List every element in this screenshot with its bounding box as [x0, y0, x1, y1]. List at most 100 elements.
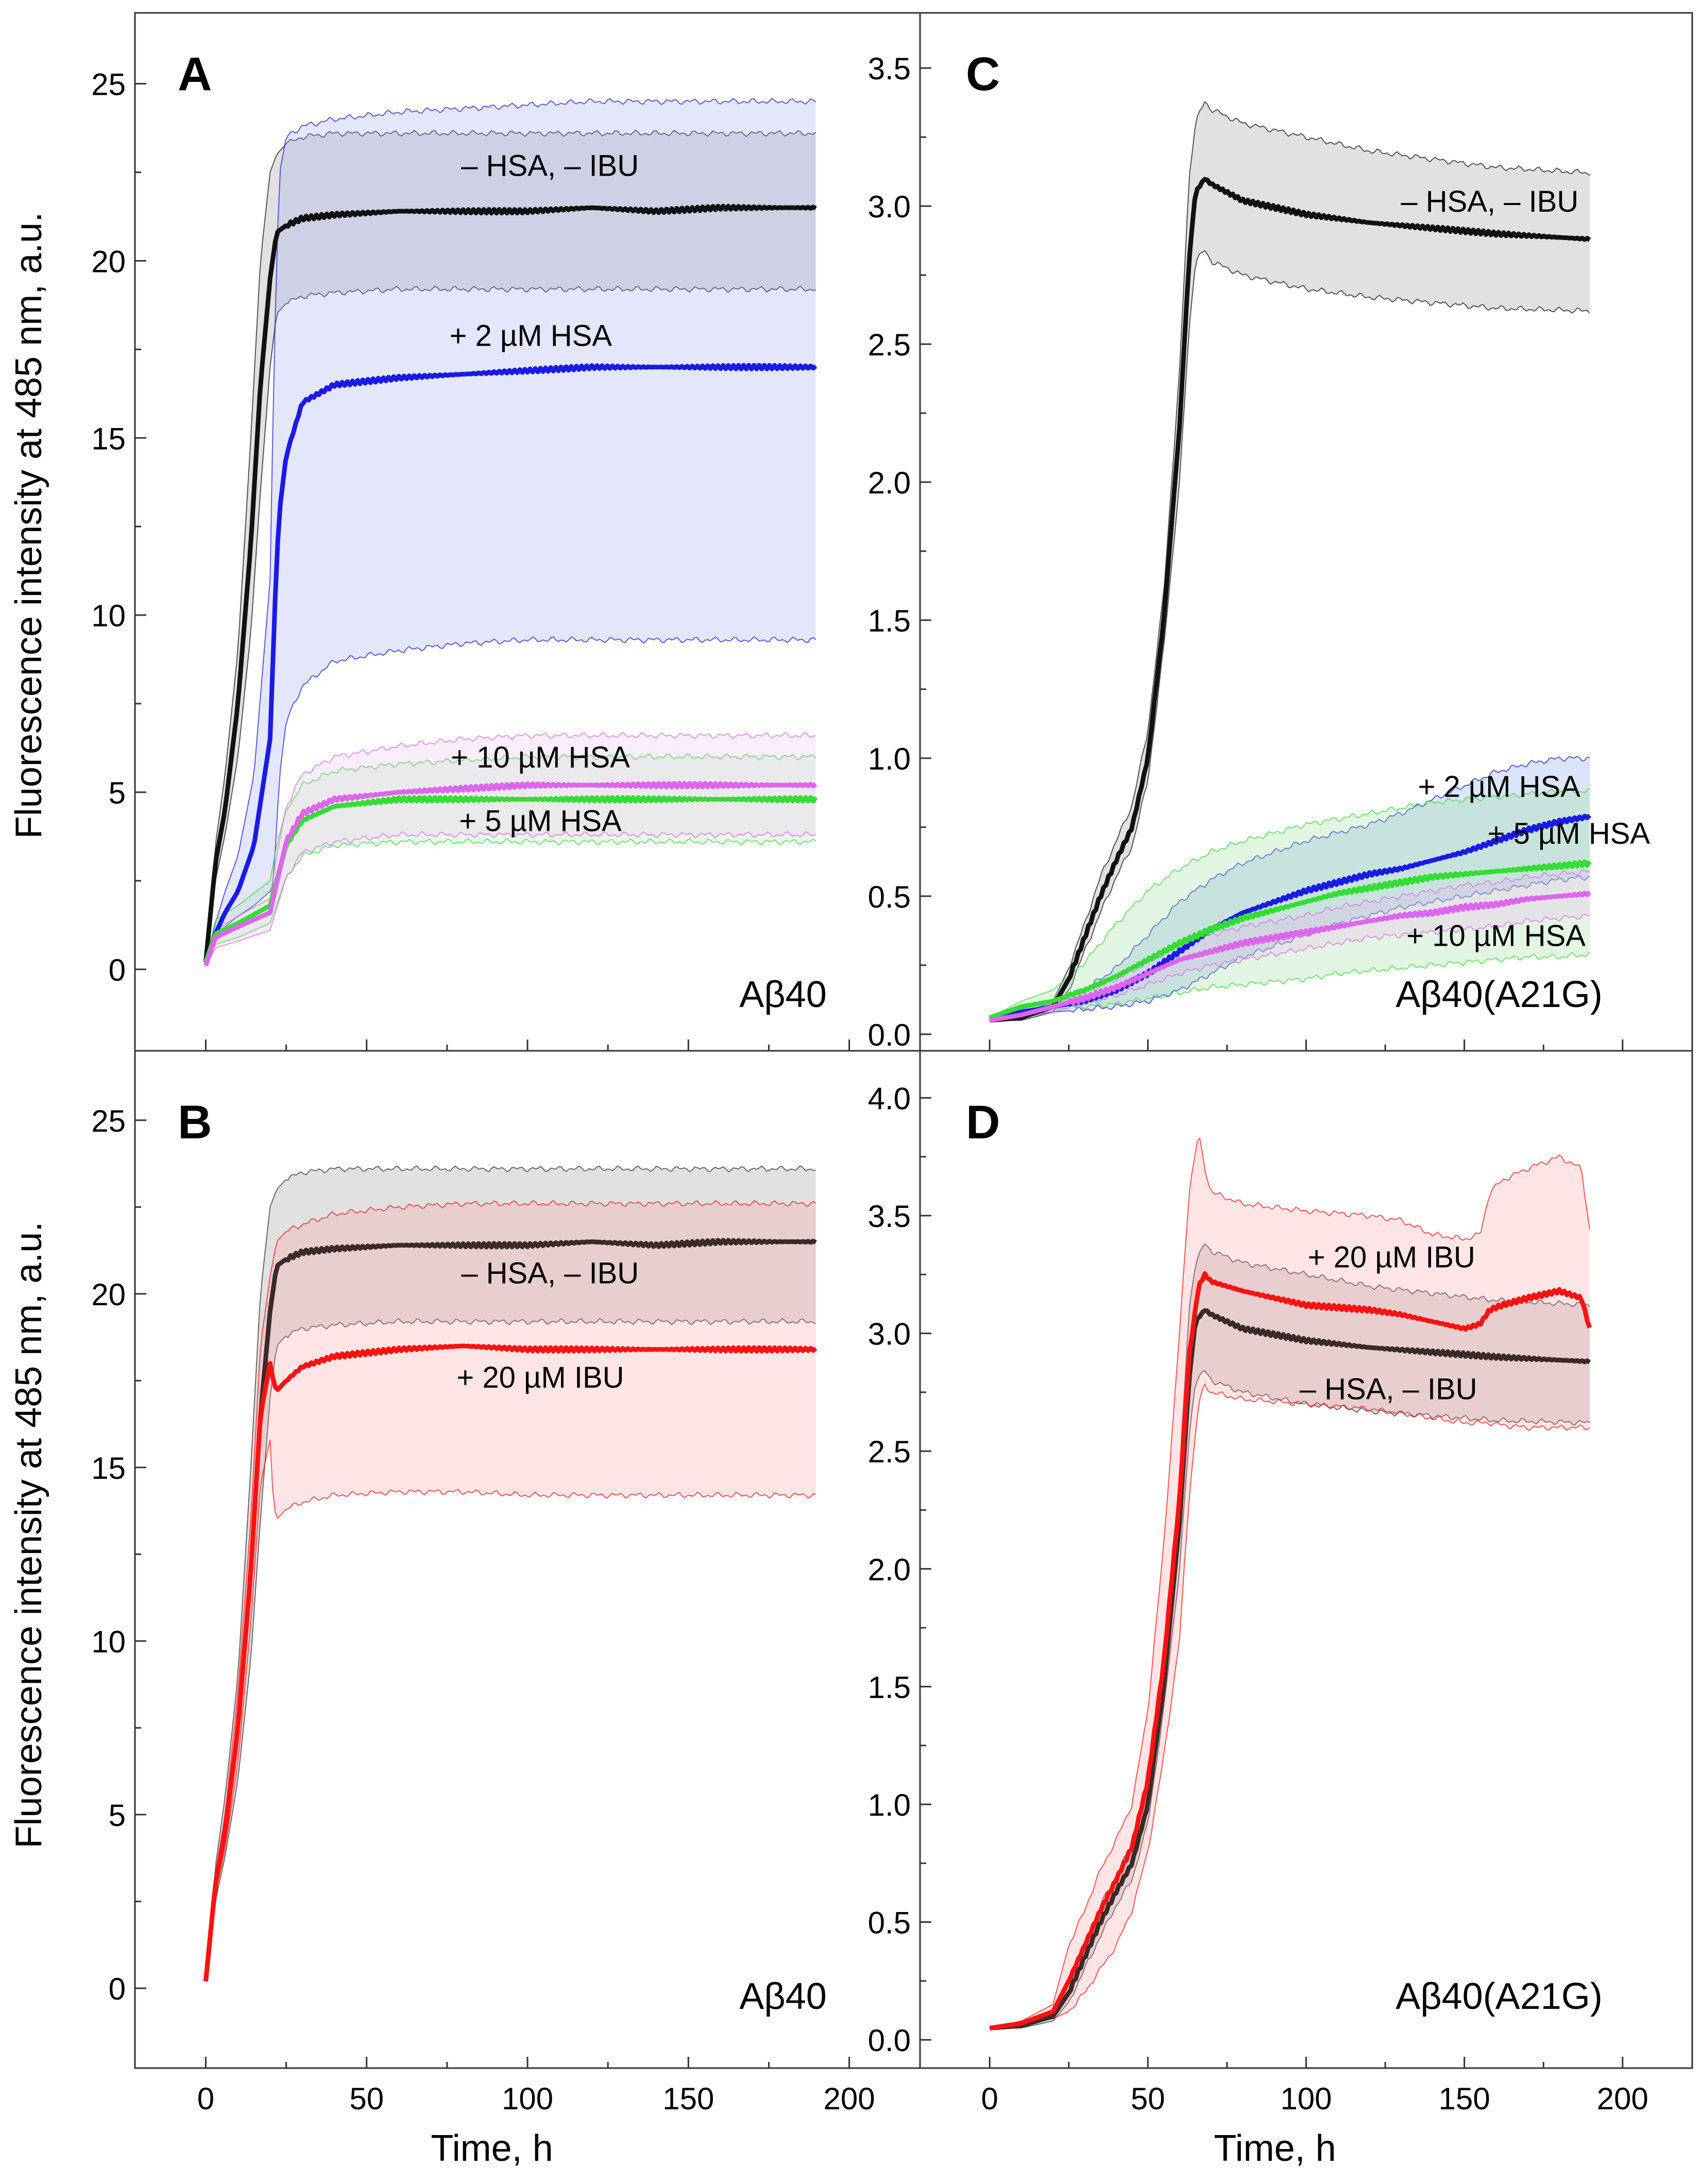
series-annotation: + 2 µM HSA	[450, 319, 612, 352]
band-lower-edge	[205, 285, 816, 963]
band-upper-edge	[205, 753, 816, 963]
y-tick-label: 1.5	[868, 604, 911, 638]
band-lower-edge	[990, 250, 1590, 1021]
y-tick-label: 25	[91, 1104, 126, 1138]
series-line-d-1	[989, 1271, 1592, 2031]
y-tick-label: 10	[91, 599, 126, 633]
series-annotation: + 5 µM HSA	[1488, 817, 1650, 850]
series-annotation: + 10 µM HSA	[451, 741, 630, 774]
y-tick-label: 20	[91, 1277, 126, 1312]
series-annotation: + 20 µM IBU	[1308, 1241, 1475, 1274]
y-tick-label: 25	[91, 67, 126, 102]
band-upper-edge	[989, 1137, 1590, 2029]
panel-b: 0 5 10 15 20 25 0 50 100 150 200 – HSA, – IBU + 20 µ…	[91, 1050, 921, 2116]
panel-letter: A	[178, 48, 212, 100]
band-lower-edge	[990, 951, 1590, 1018]
series-annotation: + 2 µM HSA	[1418, 770, 1581, 804]
band-upper-edge	[990, 100, 1590, 1021]
y-tick-label: 2.0	[868, 1552, 911, 1587]
y-tick-label: 3.5	[868, 1199, 911, 1234]
series-annotation: + 10 µM HSA	[1406, 919, 1586, 952]
y-tick-label: 0.5	[868, 1906, 911, 1940]
x-tick-label: 50	[1131, 2081, 1165, 2116]
y-axis-label-bottom: Fluorescence intensity at 485 nm, a.u.	[8, 1222, 49, 1849]
series-line-d-0	[989, 1308, 1591, 2031]
x-tick-label: 150	[662, 2081, 714, 2116]
x-axis-label-right: Time, h	[1214, 2128, 1336, 2169]
error-band-a-0	[206, 130, 816, 963]
series-line-b-0	[203, 1238, 817, 1982]
y-tick-label: 20	[91, 244, 126, 279]
series-line-c-2	[989, 859, 1592, 1020]
y-tick-label: 1.0	[868, 742, 911, 776]
error-band-b-0	[206, 1166, 816, 1982]
series-line-c-3	[989, 891, 1591, 1023]
band-upper-edge	[989, 788, 1590, 1018]
error-band-c-1	[990, 756, 1590, 1021]
y-tick-label: 4.0	[868, 1081, 911, 1116]
x-tick-label: 100	[502, 2081, 553, 2116]
error-band-c-2	[990, 788, 1590, 1018]
y-tick-label: 2.5	[868, 328, 911, 362]
band-lower-edge	[990, 875, 1590, 1021]
series-annotation: – HSA, – IBU	[461, 149, 639, 182]
band-upper-edge	[205, 97, 816, 963]
y-tick-label: 3.0	[868, 1317, 911, 1352]
x-tick-label: 0	[197, 2081, 214, 2116]
y-tick-label: 10	[91, 1625, 126, 1659]
band-lower-edge	[205, 636, 816, 963]
peptide-label: Aβ40(A21G)	[1395, 974, 1603, 1015]
series-annotation: + 20 µM IBU	[456, 1361, 624, 1394]
x-tick-label: 100	[1280, 2081, 1332, 2116]
y-tick-label: 0.0	[868, 2023, 911, 2058]
band-lower-edge	[205, 1439, 816, 1982]
band-lower-edge	[205, 838, 816, 963]
peptide-label: Aβ40	[739, 1976, 827, 2017]
panel-letter: C	[966, 48, 1000, 100]
y-tick-label: 3.5	[868, 52, 911, 86]
series-line-b-1	[203, 1343, 818, 1982]
error-band-d-1	[990, 1138, 1590, 2028]
y-tick-label: 2.5	[868, 1435, 911, 1469]
x-tick-label: 200	[1597, 2081, 1648, 2116]
panel-c: 0.0 0.5 1.0 1.5 2.0 2.5 3.0 3.5 – HSA, – IBU + 2 …	[868, 12, 1693, 1052]
band-upper-edge	[205, 731, 816, 966]
y-tick-label: 0.5	[868, 880, 911, 914]
series-line-c-0	[989, 177, 1591, 1023]
x-axis-label-left: Time, h	[431, 2128, 553, 2169]
x-tick-label: 200	[824, 2081, 875, 2116]
y-tick-label: 1.0	[868, 1788, 911, 1822]
series-annotation: + 5 µM HSA	[459, 805, 622, 838]
error-band-a-1	[206, 98, 816, 963]
y-tick-label: 0	[109, 953, 126, 987]
peptide-label: Aβ40	[739, 974, 827, 1015]
error-band-c-3	[990, 869, 1590, 1021]
band-lower-edge	[990, 1383, 1590, 2029]
series-annotation: – HSA, – IBU	[461, 1257, 639, 1290]
y-tick-label: 1.5	[868, 1670, 911, 1704]
band-lower-edge	[205, 1318, 816, 1982]
band-upper-edge	[205, 1200, 816, 1982]
series-line-a-1	[203, 363, 818, 963]
x-tick-label: 0	[981, 2081, 998, 2116]
series-line-a-2	[203, 795, 818, 963]
band-lower-edge	[990, 1370, 1590, 2029]
y-tick-label: 3.0	[868, 190, 911, 224]
x-tick-label: 150	[1439, 2081, 1490, 2116]
series-annotation: – HSA, – IBU	[1300, 1373, 1477, 1406]
band-upper-edge	[205, 129, 816, 963]
peptide-label: Aβ40(A21G)	[1395, 1976, 1603, 2017]
series-line-a-3	[203, 781, 818, 967]
error-band-b-1	[206, 1200, 816, 1982]
panel-a: 0 5 10 15 20 25 – HSA, – IBU + 2 µM HSA + 10 µM …	[91, 12, 921, 1052]
band-lower-edge	[205, 831, 816, 966]
y-tick-label: 15	[91, 421, 126, 456]
y-tick-label: 0	[109, 1972, 126, 2006]
panel-letter: B	[178, 1096, 212, 1149]
band-upper-edge	[205, 1165, 816, 1982]
y-axis-label-top: Fluorescence intensity at 485 nm, a.u.	[8, 212, 49, 839]
series-annotation: – HSA, – IBU	[1401, 185, 1578, 218]
panel-d: 0.0 0.5 1.0 1.5 2.0 2.5 3.0 3.5 4.0 0 50 100 150 200 +…	[868, 1050, 1693, 2116]
y-tick-label: 0.0	[868, 1018, 911, 1052]
